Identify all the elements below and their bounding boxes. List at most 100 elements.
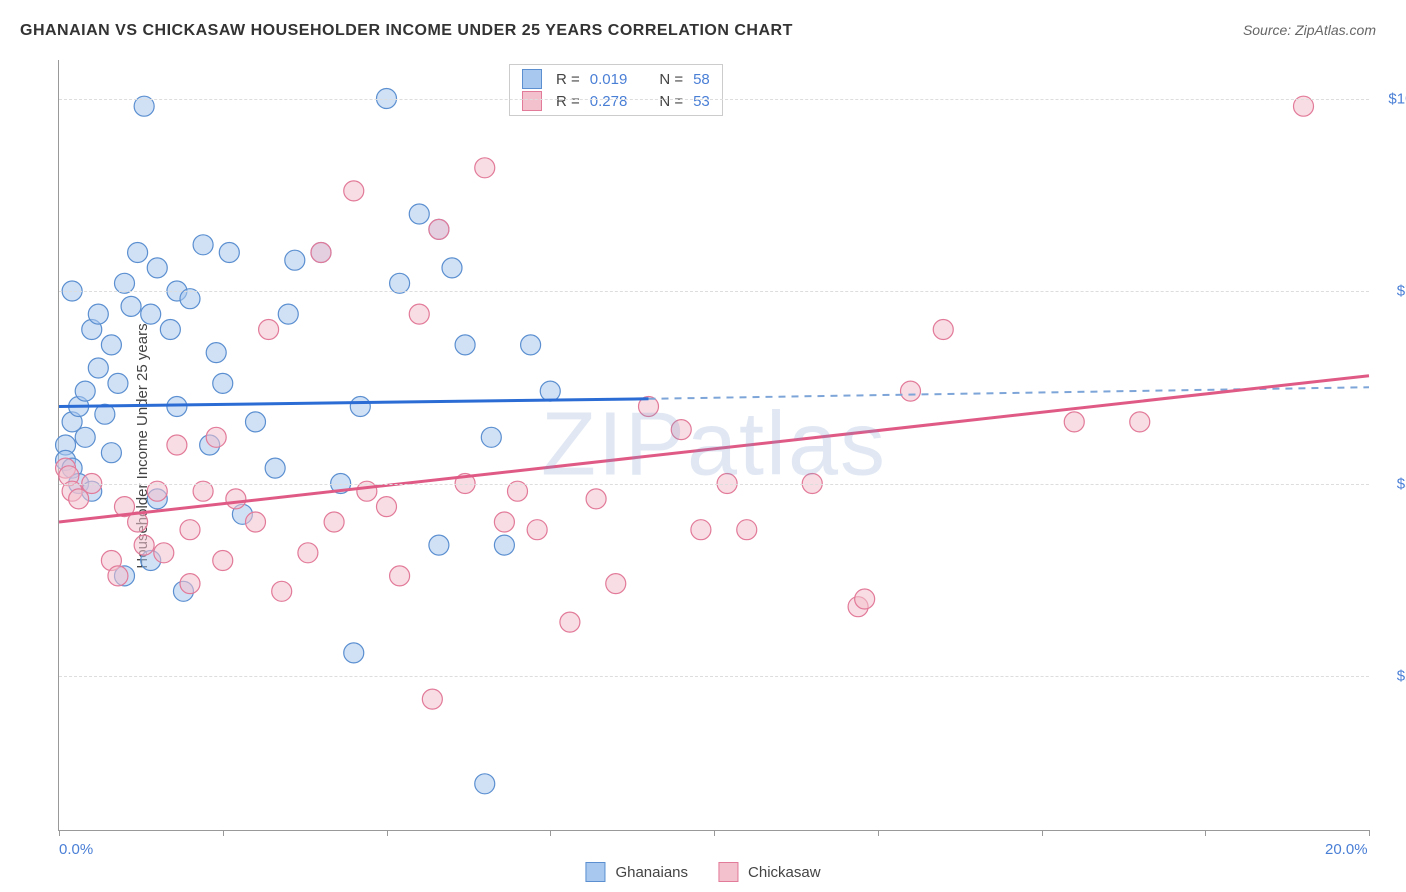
scatter-point xyxy=(147,258,167,278)
chart-title: GHANAIAN VS CHICKASAW HOUSEHOLDER INCOME… xyxy=(20,22,793,40)
scatter-point xyxy=(324,512,344,532)
scatter-point xyxy=(213,373,233,393)
scatter-point xyxy=(108,373,128,393)
y-tick-label: $75,000 xyxy=(1381,283,1406,300)
x-tick xyxy=(1205,830,1206,836)
legend-n-label: N = xyxy=(659,93,683,110)
scatter-point xyxy=(409,304,429,324)
scatter-point xyxy=(901,381,921,401)
x-tick xyxy=(387,830,388,836)
scatter-point xyxy=(219,243,239,263)
scatter-point xyxy=(141,304,161,324)
scatter-point xyxy=(121,296,141,316)
scatter-point xyxy=(265,458,285,478)
scatter-point xyxy=(671,420,691,440)
scatter-point xyxy=(521,335,541,355)
legend-item: Chickasaw xyxy=(718,862,821,882)
legend-stats: R = 0.019 N = 58R = 0.278 N = 53 xyxy=(509,64,723,116)
scatter-point xyxy=(560,612,580,632)
scatter-point xyxy=(259,320,279,340)
scatter-point xyxy=(933,320,953,340)
scatter-point xyxy=(226,489,246,509)
legend-series: Ghanaians Chickasaw xyxy=(585,862,820,882)
scatter-point xyxy=(475,158,495,178)
legend-stat-row: R = 0.019 N = 58 xyxy=(522,69,710,89)
scatter-point xyxy=(298,543,318,563)
x-tick-label: 0.0% xyxy=(59,841,93,858)
legend-n-value: 58 xyxy=(693,71,710,88)
scatter-point xyxy=(246,412,266,432)
x-tick xyxy=(1369,830,1370,836)
scatter-point xyxy=(167,435,187,455)
scatter-point xyxy=(272,581,292,601)
scatter-point xyxy=(206,427,226,447)
scatter-point xyxy=(429,535,449,555)
x-tick xyxy=(223,830,224,836)
scatter-point xyxy=(134,535,154,555)
legend-n-label: N = xyxy=(659,71,683,88)
scatter-point xyxy=(855,589,875,609)
x-tick xyxy=(1042,830,1043,836)
gridline-h xyxy=(59,484,1369,485)
scatter-point xyxy=(246,512,266,532)
scatter-point xyxy=(213,551,233,571)
scatter-point xyxy=(377,497,397,517)
legend-swatch xyxy=(522,91,542,111)
scatter-point xyxy=(278,304,298,324)
scatter-point xyxy=(75,427,95,447)
scatter-point xyxy=(160,320,180,340)
scatter-point xyxy=(540,381,560,401)
gridline-h xyxy=(59,676,1369,677)
scatter-point xyxy=(691,520,711,540)
scatter-point xyxy=(429,219,449,239)
scatter-point xyxy=(475,774,495,794)
legend-r-value: 0.019 xyxy=(590,71,628,88)
x-tick xyxy=(59,830,60,836)
scatter-point xyxy=(586,489,606,509)
scatter-point xyxy=(606,574,626,594)
plot-area: ZIPatlas R = 0.019N = 58R = 0.278N = 53 … xyxy=(58,60,1369,831)
x-tick xyxy=(550,830,551,836)
scatter-point xyxy=(344,181,364,201)
legend-swatch xyxy=(522,69,542,89)
scatter-point xyxy=(494,535,514,555)
scatter-point xyxy=(154,543,174,563)
scatter-point xyxy=(455,335,475,355)
scatter-point xyxy=(193,235,213,255)
scatter-point xyxy=(75,381,95,401)
legend-label: Ghanaians xyxy=(615,864,688,881)
x-tick xyxy=(878,830,879,836)
legend-r-value: 0.278 xyxy=(590,93,628,110)
scatter-point xyxy=(527,520,547,540)
scatter-point xyxy=(101,443,121,463)
source-label: Source: ZipAtlas.com xyxy=(1243,22,1376,38)
chart-svg xyxy=(59,60,1369,830)
legend-swatch xyxy=(718,862,738,882)
legend-stat-row: R = 0.278N = 53 xyxy=(522,91,710,111)
y-tick-label: $25,000 xyxy=(1381,668,1406,685)
legend-n-value: 53 xyxy=(693,93,710,110)
scatter-point xyxy=(1130,412,1150,432)
y-tick-label: $100,000 xyxy=(1381,90,1406,107)
x-tick xyxy=(714,830,715,836)
scatter-point xyxy=(180,520,200,540)
scatter-point xyxy=(350,397,370,417)
scatter-point xyxy=(1064,412,1084,432)
scatter-point xyxy=(101,335,121,355)
scatter-point xyxy=(128,243,148,263)
legend-item: Ghanaians xyxy=(585,862,688,882)
scatter-point xyxy=(737,520,757,540)
scatter-point xyxy=(422,689,442,709)
scatter-point xyxy=(481,427,501,447)
legend-swatch xyxy=(585,862,605,882)
scatter-point xyxy=(88,358,108,378)
scatter-point xyxy=(344,643,364,663)
scatter-point xyxy=(180,574,200,594)
scatter-point xyxy=(108,566,128,586)
scatter-point xyxy=(390,566,410,586)
gridline-h xyxy=(59,99,1369,100)
legend-r-label: R = xyxy=(556,71,580,88)
scatter-point xyxy=(206,343,226,363)
scatter-point xyxy=(285,250,305,270)
scatter-point xyxy=(494,512,514,532)
